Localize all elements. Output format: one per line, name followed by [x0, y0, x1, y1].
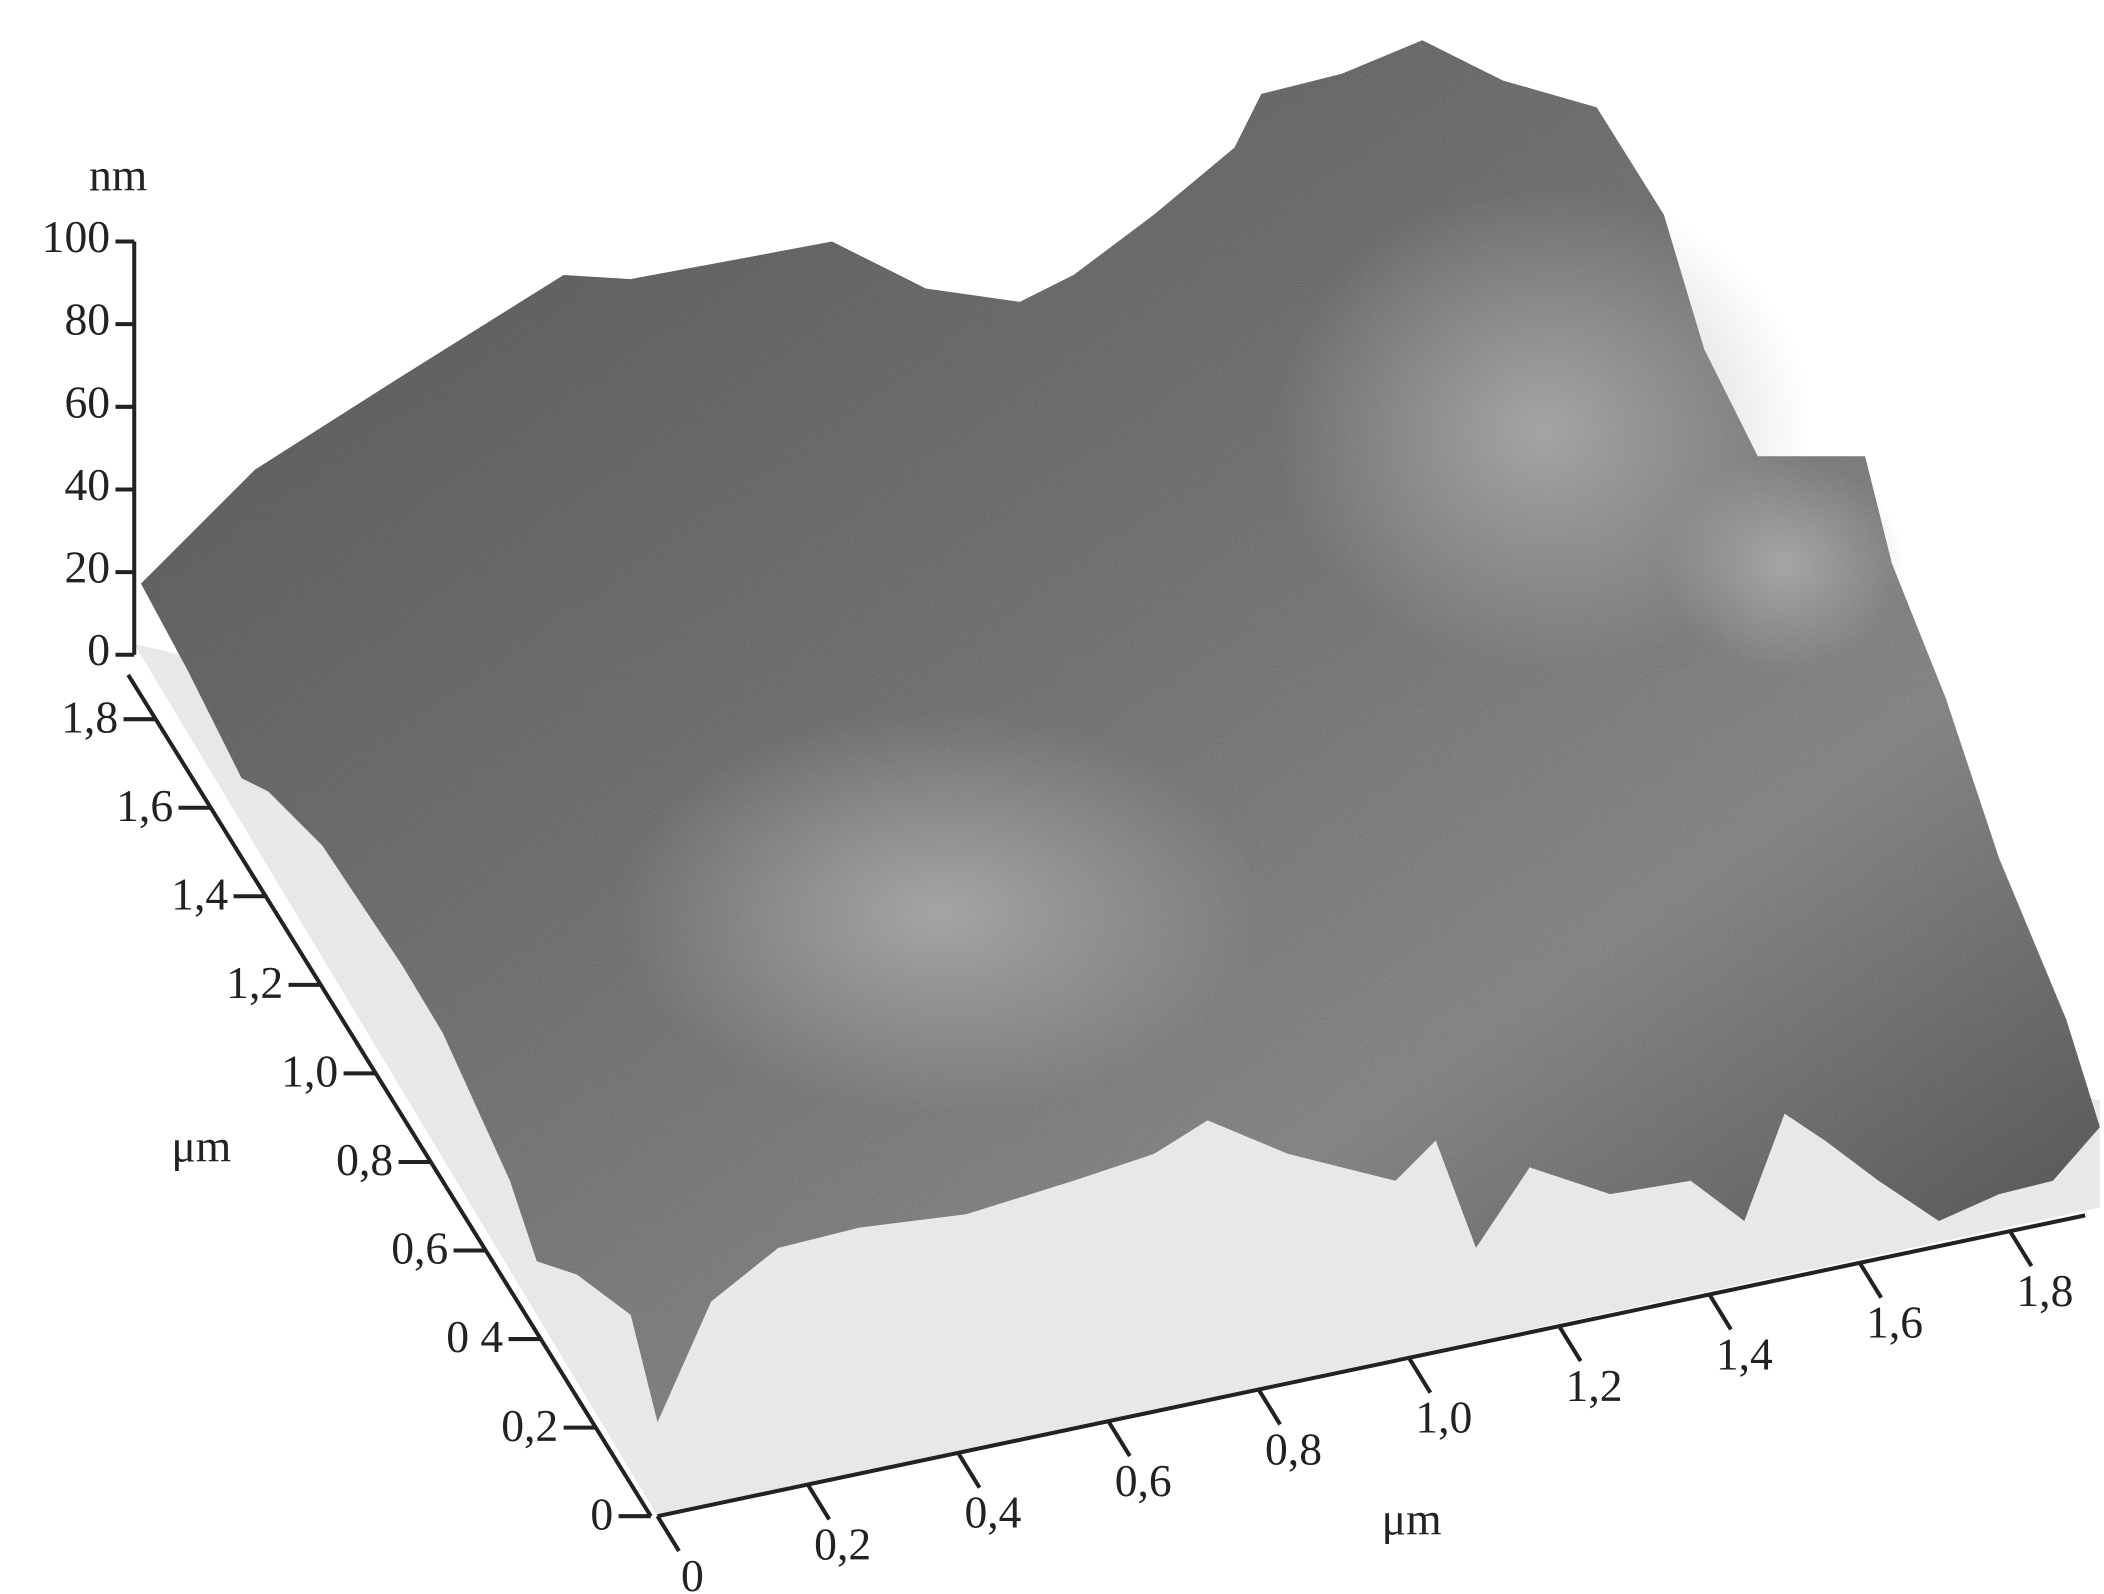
x-tick-label: 1,6 — [1866, 1297, 1923, 1348]
surface-highlight — [617, 711, 1261, 1114]
y-tick-label: 1,8 — [61, 691, 118, 742]
x-tick-label: 0,6 — [1115, 1455, 1172, 1506]
surface-highlight — [1664, 456, 1906, 671]
y-tick-label: 1,4 — [171, 868, 228, 919]
x-tick — [1259, 1390, 1280, 1425]
x-tick-label: 0,8 — [1265, 1423, 1322, 1474]
z-axis-label: nm — [89, 149, 147, 200]
z-tick-label: 80 — [64, 294, 110, 345]
z-tick-label: 60 — [64, 376, 110, 427]
x-axis-label: μm — [1382, 1494, 1442, 1545]
z-tick-label: 20 — [64, 542, 110, 593]
y-tick-label: 0 — [590, 1488, 613, 1539]
x-tick-label: 1,2 — [1566, 1360, 1623, 1411]
x-tick-label: 0,2 — [814, 1518, 871, 1569]
x-tick — [1860, 1263, 1881, 1298]
x-tick — [1409, 1358, 1430, 1393]
y-tick-label: 1,2 — [226, 957, 283, 1008]
surface-image — [134, 40, 2100, 1516]
y-tick-label: 1,6 — [116, 780, 173, 831]
x-tick — [1108, 1421, 1129, 1456]
page: {"chart_data": {"type": "surface3d", "z_… — [0, 0, 2104, 1594]
x-tick — [808, 1485, 829, 1520]
y-tick-label: 0 4 — [446, 1311, 503, 1362]
y-axis-label: μm — [171, 1121, 231, 1172]
x-tick-label: 1,0 — [1415, 1392, 1472, 1443]
x-tick-label: 1,8 — [2016, 1265, 2073, 1316]
x-tick — [658, 1516, 679, 1551]
x-tick-label: 0 — [681, 1550, 704, 1594]
x-tick — [958, 1453, 979, 1488]
y-tick-label: 0,2 — [501, 1400, 558, 1451]
z-tick-label: 100 — [42, 211, 110, 262]
x-tick — [1709, 1295, 1730, 1330]
y-tick-label: 1,0 — [281, 1046, 338, 1097]
y-tick-label: 0,6 — [391, 1223, 448, 1274]
x-tick — [2010, 1231, 2031, 1266]
z-tick-label: 40 — [64, 459, 110, 510]
z-tick-label: 0 — [87, 624, 110, 675]
x-tick-label: 0,4 — [964, 1487, 1021, 1538]
x-tick-label: 1,4 — [1716, 1328, 1773, 1379]
x-tick — [1559, 1326, 1580, 1361]
y-tick-label: 0,8 — [336, 1134, 393, 1185]
chart: nm μm μm 0 20 40 60 80 100 0 0,2 0 4 0,6 0,8 1,0 1,2… — [0, 0, 2104, 1594]
